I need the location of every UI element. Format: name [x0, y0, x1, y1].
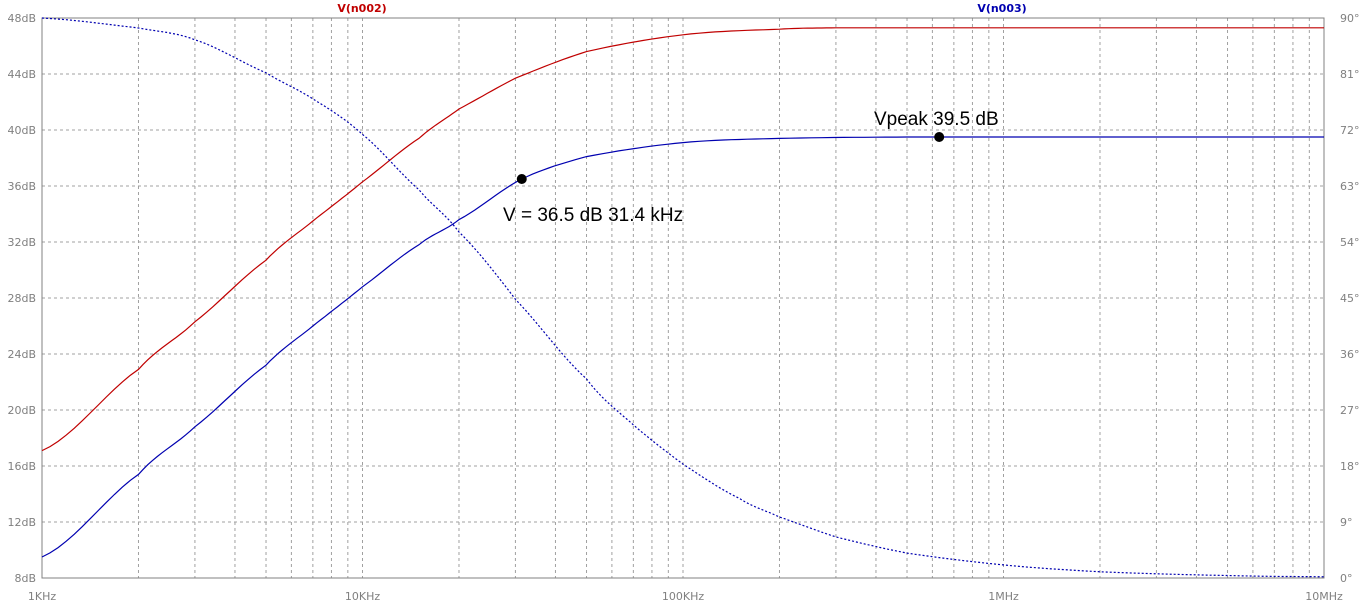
y-left-tick-label: 12dB — [7, 516, 36, 529]
x-tick-label: 1MHz — [988, 590, 1019, 603]
y-left-tick-label: 28dB — [7, 292, 36, 305]
y-left-tick-label: 36dB — [7, 180, 36, 193]
trace-name-n003[interactable]: V(n003) — [977, 2, 1026, 15]
grid-lines — [42, 18, 1324, 578]
y-axis-left-ticks: 8dB 12dB 16dB 20dB 24dB 28dB 32dB 36dB 40dB 44dB 4… — [7, 12, 36, 585]
y-left-tick-label: 40dB — [7, 124, 36, 137]
plot-frame — [41, 17, 1325, 579]
y-left-tick-label: 20dB — [7, 404, 36, 417]
y-left-tick-label: 32dB — [7, 236, 36, 249]
annotation-peak: Vpeak 39.5 dB — [874, 109, 999, 130]
y-right-tick-label: 18° — [1340, 460, 1360, 473]
x-tick-label: 100KHz — [662, 590, 704, 603]
x-tick-label: 10MHz — [1305, 590, 1343, 603]
trace-n003-phase — [41, 17, 1325, 578]
y-right-tick-label: 27° — [1340, 404, 1360, 417]
cursor-marker-1[interactable] — [516, 174, 527, 184]
annotations: V = 36.5 dB 31.4 kHz Vpeak 39.5 dB — [503, 109, 999, 226]
y-left-tick-label: 24dB — [7, 348, 36, 361]
y-right-tick-label: 36° — [1340, 348, 1360, 361]
x-tick-label: 10KHz — [345, 590, 380, 603]
trace-name-n002[interactable]: V(n002) — [337, 2, 386, 15]
trace-n003-magnitude — [41, 136, 1324, 558]
y-right-tick-label: 63° — [1340, 180, 1360, 193]
y-right-tick-label: 90° — [1340, 12, 1360, 25]
annotation-cursor-1: V = 36.5 dB 31.4 kHz — [503, 205, 683, 226]
y-right-tick-label: 81° — [1340, 68, 1360, 81]
y-left-tick-label: 48dB — [7, 12, 36, 25]
x-axis-ticks: 1KHz 10KHz 100KHz 1MHz 10MHz — [28, 590, 1343, 603]
y-right-tick-label: 72° — [1340, 124, 1360, 137]
y-right-tick-label: 45° — [1340, 292, 1360, 305]
y-left-tick-label: 8dB — [14, 572, 36, 585]
cursor-marker-peak[interactable] — [934, 132, 945, 142]
trace-n002-magnitude — [41, 27, 1324, 452]
y-left-tick-label: 44dB — [7, 68, 36, 81]
y-axis-right-ticks: 0° 9° 18° 27° 36° 45° 54° 63° 72° 81° 90° — [1340, 12, 1360, 585]
y-right-tick-label: 54° — [1340, 236, 1360, 249]
y-right-tick-label: 9° — [1340, 516, 1353, 529]
y-left-tick-label: 16dB — [7, 460, 36, 473]
y-right-tick-label: 0° — [1340, 572, 1353, 585]
traces — [41, 17, 1325, 578]
x-tick-label: 1KHz — [28, 590, 56, 603]
